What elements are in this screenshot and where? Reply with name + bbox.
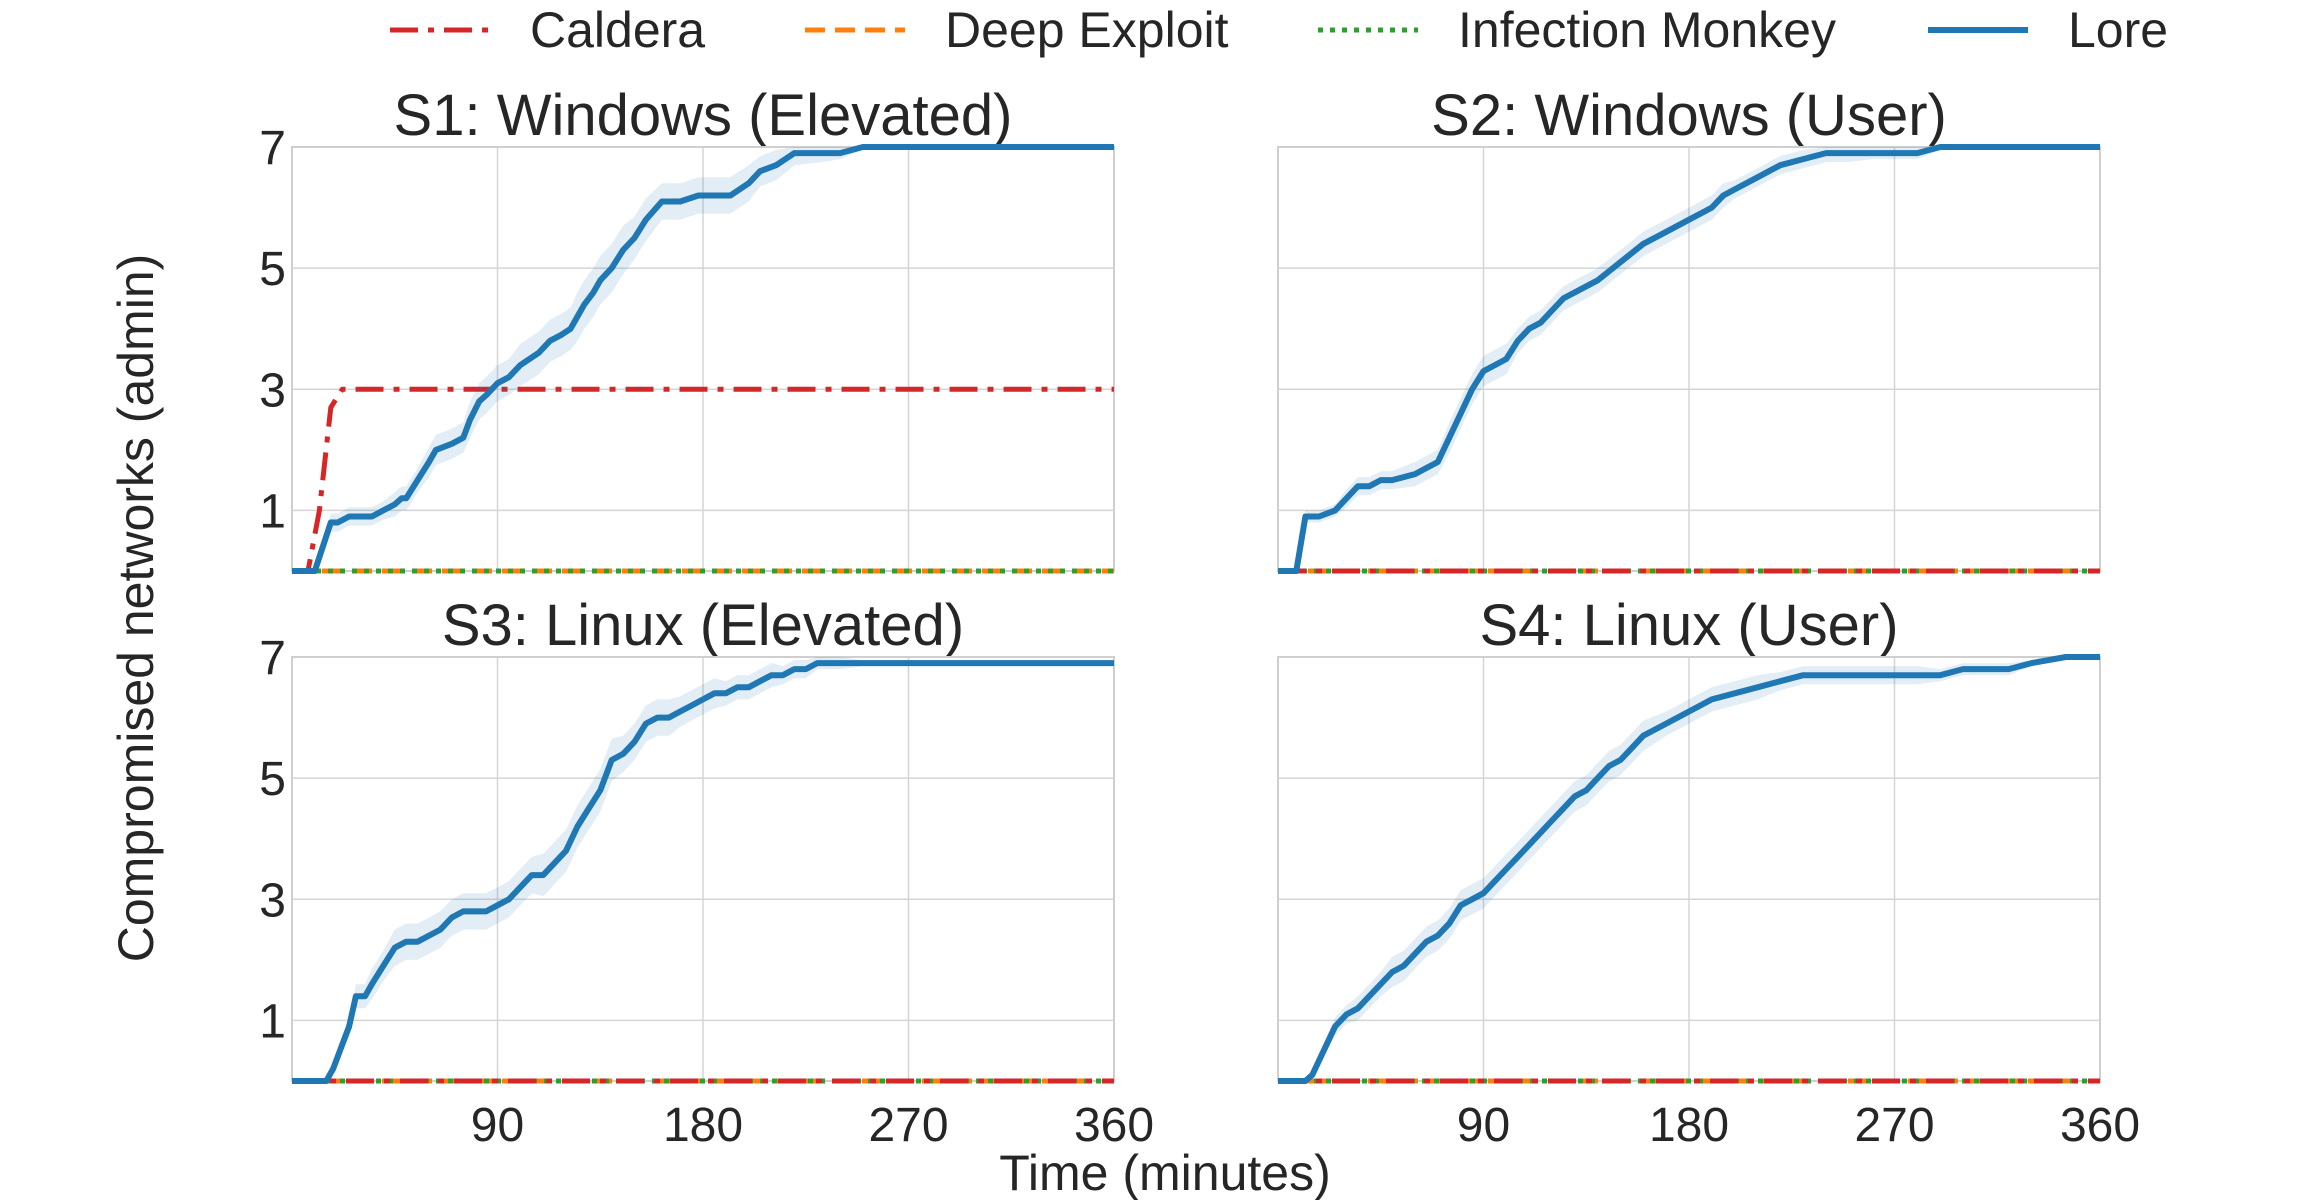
x-tick-label: 360 (1074, 1099, 1154, 1152)
panel-title: S3: Linux (Elevated) (442, 593, 964, 658)
series-band-lore (1278, 147, 2100, 571)
x-axis-label: Time (minutes) (999, 1145, 1331, 1200)
x-tick-label: 180 (1649, 1099, 1729, 1152)
panel-4: S4: Linux (User) 90 180 270 360 (1277, 593, 2140, 1152)
series-line-lore (1278, 654, 2100, 1084)
panel-title: S2: Windows (User) (1431, 83, 1947, 148)
y-tick-label: 1 (259, 995, 286, 1048)
y-tick-label: 3 (259, 364, 286, 417)
legend-item-deep-exploit: Deep Exploit (805, 2, 1229, 58)
y-tick-label: 7 (259, 632, 286, 685)
x-tick-label: 90 (471, 1099, 524, 1152)
series-line-lore (1278, 144, 2100, 574)
legend: Caldera Deep Exploit Infection Monkey Lore (390, 2, 2168, 58)
series-line-lore (292, 660, 1114, 1084)
x-tick-label: 270 (868, 1099, 948, 1152)
panel-title: S1: Windows (Elevated) (394, 83, 1013, 148)
series-line-lore (292, 144, 1114, 574)
y-tick-label: 5 (259, 243, 286, 296)
legend-item-infection-monkey: Infection Monkey (1318, 2, 1836, 58)
x-tick-label: 180 (663, 1099, 743, 1152)
legend-label: Deep Exploit (945, 2, 1229, 58)
y-tick-label: 7 (259, 122, 286, 175)
legend-label: Caldera (530, 2, 705, 58)
legend-label: Infection Monkey (1458, 2, 1836, 58)
x-tick-label: 270 (1854, 1099, 1934, 1152)
x-tick-label: 90 (1457, 1099, 1510, 1152)
panels: S1: Windows (Elevated) 1 3 5 7 S2: Windows (U… (259, 83, 2140, 1152)
panel-1: S1: Windows (Elevated) 1 3 5 7 (259, 83, 1115, 574)
x-tick-label: 360 (2060, 1099, 2140, 1152)
panel-2: S2: Windows (User) (1277, 83, 2101, 574)
y-axis-label: Compromised networks (admin) (108, 254, 164, 963)
y-tick-label: 3 (259, 874, 286, 927)
y-tick-label: 1 (259, 485, 286, 538)
panel-title: S4: Linux (User) (1479, 593, 1898, 658)
legend-item-caldera: Caldera (390, 2, 705, 58)
panel-3: S3: Linux (Elevated) 90 180 270 360 1 3 5 7 (259, 593, 1154, 1152)
legend-label: Lore (2068, 2, 2168, 58)
y-tick-label: 5 (259, 753, 286, 806)
legend-item-lore: Lore (1928, 2, 2168, 58)
